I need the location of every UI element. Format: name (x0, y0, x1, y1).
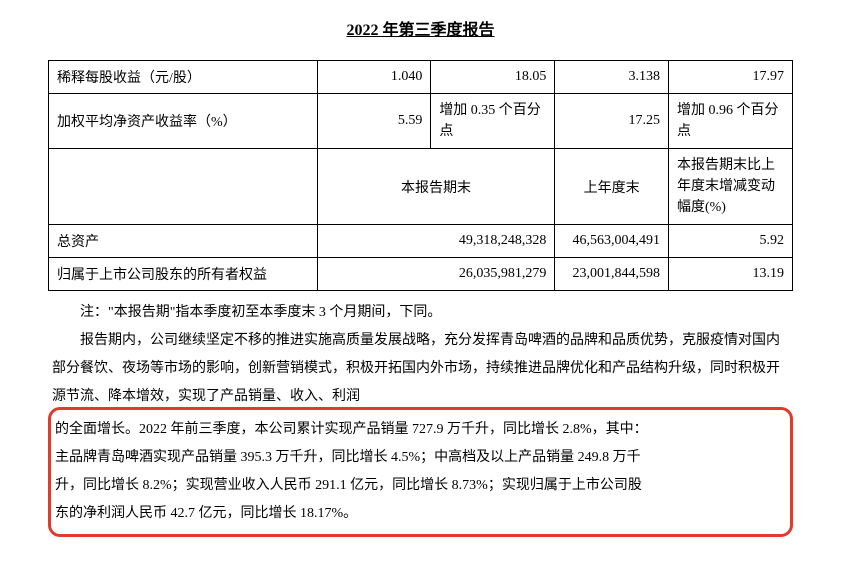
cell-value: 49,318,248,328 (317, 225, 555, 258)
cell-value: 5.59 (317, 94, 431, 149)
header-cell: 上年度末 (555, 149, 669, 225)
table-row: 总资产 49,318,248,328 46,563,004,491 5.92 (49, 225, 793, 258)
highlight-line: 升，同比增长 8.2%；实现营业收入人民币 291.1 亿元，同比增长 8.73… (55, 472, 786, 500)
cell-value: 18.05 (431, 61, 555, 94)
highlight-line: 主品牌青岛啤酒实现产品销量 395.3 万千升，同比增长 4.5%；中高档及以上… (55, 444, 786, 472)
header-cell: 本报告期末比上年度末增减变动幅度(%) (668, 149, 792, 225)
table-row: 加权平均净资产收益率（%） 5.59 增加 0.35 个百分点 17.25 增加… (49, 94, 793, 149)
row-label: 稀释每股收益（元/股） (49, 61, 318, 94)
cell-value: 增加 0.35 个百分点 (431, 94, 555, 149)
highlight-callout: 的全面增长。2022 年前三季度，本公司累计实现产品销量 727.9 万千升，同… (48, 407, 793, 537)
body-paragraph: 报告期内，公司继续坚定不移的推进实施高质量发展战略，充分发挥青岛啤酒的品牌和品质… (52, 327, 789, 411)
report-title: 2022 年第三季度报告 (48, 16, 793, 40)
highlight-line: 的全面增长。2022 年前三季度，本公司累计实现产品销量 727.9 万千升，同… (55, 416, 786, 444)
cell-value: 46,563,004,491 (555, 225, 669, 258)
header-cell: 本报告期末 (317, 149, 555, 225)
row-label: 总资产 (49, 225, 318, 258)
cell-value: 17.25 (555, 94, 669, 149)
cell-value: 5.92 (668, 225, 792, 258)
row-label: 归属于上市公司股东的所有者权益 (49, 258, 318, 291)
cell-value: 增加 0.96 个百分点 (668, 94, 792, 149)
highlight-line: 东的净利润人民币 42.7 亿元，同比增长 18.17%。 (55, 500, 786, 528)
cell-value: 13.19 (668, 258, 792, 291)
cell-value: 3.138 (555, 61, 669, 94)
cell-value: 17.97 (668, 61, 792, 94)
cell-value: 26,035,981,279 (317, 258, 555, 291)
row-label: 加权平均净资产收益率（%） (49, 94, 318, 149)
table-header-row: 本报告期末 上年度末 本报告期末比上年度末增减变动幅度(%) (49, 149, 793, 225)
cell-value: 23,001,844,598 (555, 258, 669, 291)
footnote: 注："本报告期"指本季度初至本季度末 3 个月期间，下同。 (52, 299, 789, 327)
table-row: 稀释每股收益（元/股） 1.040 18.05 3.138 17.97 (49, 61, 793, 94)
financial-table: 稀释每股收益（元/股） 1.040 18.05 3.138 17.97 加权平均… (48, 60, 793, 291)
header-blank (49, 149, 318, 225)
table-row: 归属于上市公司股东的所有者权益 26,035,981,279 23,001,84… (49, 258, 793, 291)
notes-section: 注："本报告期"指本季度初至本季度末 3 个月期间，下同。 报告期内，公司继续坚… (48, 299, 793, 411)
cell-value: 1.040 (317, 61, 431, 94)
